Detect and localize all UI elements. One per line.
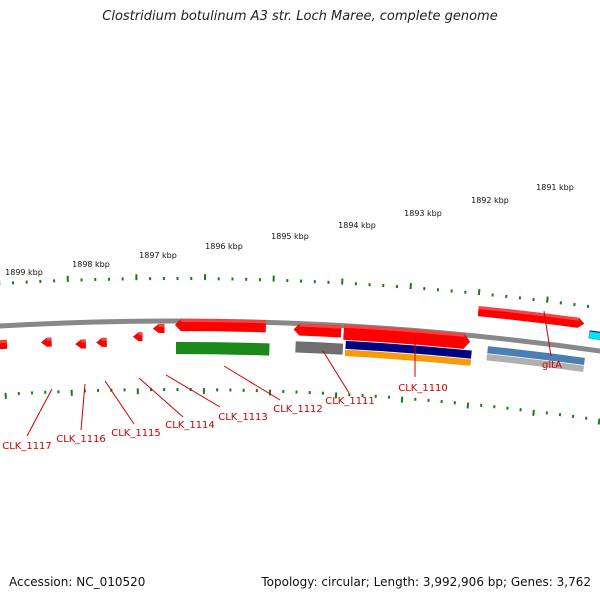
kbp-label: 1894 kbp [338,221,376,230]
kbp-label: 1891 kbp [536,183,574,192]
kbp-label: 1898 kbp [72,260,110,269]
inner-tick [597,418,600,425]
gene-gltA-band [487,345,586,366]
gene-label-CLK_1113: CLK_1113 [218,412,268,423]
gene-label-CLK_1111: CLK_1111 [325,396,375,407]
outer-tick-ring [0,274,590,309]
label-leader-line [223,365,281,401]
gene-CLK_1110-orange [344,349,472,366]
label-leader-line [138,377,184,418]
gene-CLK_1116 [95,337,108,348]
label-leader-line [104,380,135,425]
gene-gltA-upper [477,305,585,328]
gene-CLK_1111-gray [295,341,344,355]
gene-highlight [46,337,52,341]
outer-tick [546,296,549,303]
gene-CLK_1110 [343,324,471,350]
gene-highlight [478,306,580,321]
label-leader-line [165,374,221,408]
accession-text: Accession: NC_010520 [9,575,146,589]
gene-CLK_1115 [132,331,143,342]
gene-CLK_1110-navy [345,340,473,359]
gene-label-CLK_1115: CLK_1115 [111,428,161,439]
genome-title: Clostridium botulinum A3 str. Loch Maree… [102,9,498,24]
inner-tick [466,402,470,409]
label-leader-line [543,310,552,357]
gene-highlight [180,319,266,324]
gene-highlight [299,323,342,329]
gene-highlight [101,337,107,341]
kbp-label: 1899 kbp [5,268,43,277]
topology-stats-text: Topology: circular; Length: 3,992,906 bp… [261,575,591,589]
gene-label-gltA: gltA [542,360,562,371]
gene-highlight [138,332,143,336]
gene-CLK_1112 [174,318,267,333]
inner-tick [532,409,535,416]
gene-highlight [158,324,165,328]
kbp-label: 1897 kbp [139,251,177,260]
label-leader-line [322,350,350,394]
outer-tick [477,289,481,296]
gene-CLK_1114 [152,323,165,334]
kbp-label: 1892 kbp [471,196,509,205]
kbp-label: 1893 kbp [404,209,442,218]
gene-CLK_1118 [0,339,8,350]
gene-label-CLK_1117: CLK_1117 [2,441,52,452]
gene-label-CLK_1110: CLK_1110 [398,383,448,394]
gene-highlight [343,324,465,337]
gene-CLK_1111 [293,323,342,338]
gene-label-CLK_1112: CLK_1112 [273,404,323,415]
gene-gltA-lower [486,353,585,373]
gene-cyan-band [588,331,600,341]
backbone-ring [0,318,600,354]
label-leader-line [80,383,86,431]
gene-highlight [0,339,7,344]
label-leader-line [26,388,53,437]
gene-CLK_1117 [40,337,53,347]
gene-label-CLK_1114: CLK_1114 [165,420,215,431]
gene-CLK_1113 [175,341,270,356]
kbp-label: 1895 kbp [271,232,309,241]
gene-highlight [80,339,86,343]
gene-label-CLK_1116: CLK_1116 [56,434,106,445]
gene-CLK_1116b [74,339,87,349]
kbp-label: 1896 kbp [205,242,243,251]
